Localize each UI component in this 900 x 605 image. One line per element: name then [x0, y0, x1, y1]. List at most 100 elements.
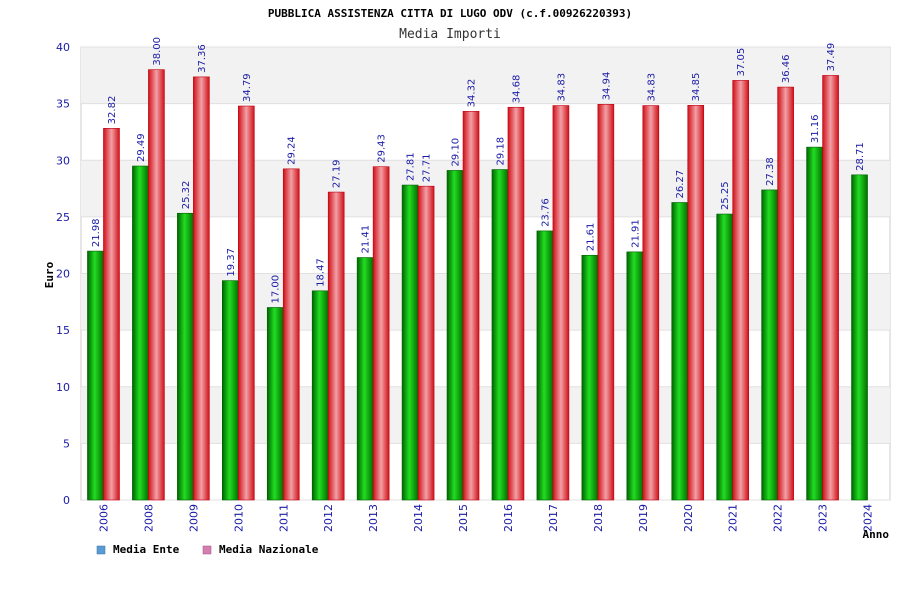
bar-media-ente: [177, 212, 194, 501]
data-label: 21.98: [91, 218, 102, 247]
y-tick-label: 40: [56, 41, 70, 54]
y-axis-label: Euro: [43, 261, 56, 288]
y-tick-label: 15: [56, 324, 70, 337]
x-axis-label: Anno: [863, 528, 890, 541]
x-tick-label: 2015: [457, 504, 470, 532]
y-tick-label: 35: [56, 98, 70, 111]
bar-media-ente: [87, 250, 104, 501]
legend-label-media-ente: Media Ente: [113, 543, 180, 556]
data-label: 37.49: [826, 43, 837, 72]
data-label: 27.81: [406, 152, 417, 181]
bar-media-ente: [761, 189, 778, 501]
data-label: 26.27: [675, 170, 686, 199]
x-tick-label: 2009: [187, 504, 200, 532]
chart-title: PUBBLICA ASSISTENZA CITTA DI LUGO ODV (c…: [268, 7, 632, 20]
data-label: 37.05: [736, 48, 747, 77]
x-tick-label: 2012: [322, 504, 335, 532]
x-tick-label: 2023: [817, 504, 830, 532]
bar-media-ente: [266, 307, 284, 501]
bar-media-nazionale: [417, 185, 435, 501]
bar-media-nazionale: [822, 75, 839, 501]
data-label: 28.71: [855, 142, 866, 171]
data-label: 27.38: [765, 157, 776, 186]
bar-media-nazionale: [238, 105, 255, 501]
bar-media-ente: [132, 165, 149, 501]
x-tick-label: 2017: [547, 504, 560, 532]
x-tick-label: 2013: [367, 504, 380, 532]
legend: Media Ente Media Nazionale: [96, 543, 319, 556]
bar-media-nazionale: [327, 191, 345, 501]
data-label: 29.10: [451, 138, 462, 167]
y-tick-label: 25: [56, 211, 70, 224]
bar-media-ente: [851, 174, 868, 501]
x-tick-label: 2011: [277, 504, 290, 532]
grid-band: [81, 273, 890, 331]
x-tick-label: 2022: [772, 504, 785, 532]
y-tick-label: 5: [63, 437, 70, 450]
bar-media-nazionale: [193, 76, 210, 501]
x-tick-label: 2008: [142, 504, 155, 532]
data-label: 34.32: [467, 79, 478, 108]
chart-subtitle: Media Importi: [399, 27, 501, 42]
bar-media-nazionale: [507, 106, 525, 501]
legend-swatch-media-nazionale: [202, 545, 212, 555]
data-label: 17.00: [271, 275, 282, 304]
bar-media-ente: [806, 146, 823, 501]
bar-media-nazionale: [103, 128, 120, 501]
legend-label-media-nazionale: Media Nazionale: [219, 543, 319, 556]
data-label: 34.83: [646, 73, 657, 102]
bar-media-ente: [222, 280, 239, 501]
data-label: 36.46: [781, 54, 792, 83]
bar-media-ente: [626, 251, 644, 501]
data-label: 21.91: [630, 219, 641, 248]
bar-media-nazionale: [642, 105, 660, 501]
data-label: 37.36: [197, 44, 208, 73]
grid-band: [81, 47, 890, 104]
grid-lines: [81, 46, 890, 501]
bar-media-ente: [536, 230, 554, 501]
y-tick-label: 0: [63, 494, 70, 507]
bar-media-nazionale: [687, 105, 705, 501]
data-label: 34.79: [242, 73, 253, 102]
data-label: 21.41: [361, 225, 372, 254]
data-label: 34.83: [556, 73, 567, 102]
data-label: 23.76: [540, 198, 551, 227]
grid-band: [81, 386, 890, 444]
data-label: 25.25: [720, 181, 731, 210]
data-label: 29.43: [377, 134, 388, 163]
bar-media-nazionale: [777, 86, 794, 501]
x-tick-label: 2018: [592, 504, 605, 532]
y-tick-label: 20: [56, 268, 70, 281]
bar-media-ente: [446, 170, 464, 501]
bar-media-nazionale: [597, 104, 615, 501]
bar-media-nazionale: [372, 166, 390, 501]
legend-swatch-media-ente: [96, 545, 106, 555]
x-tick-label: 2006: [97, 504, 110, 532]
bar-media-nazionale: [552, 105, 570, 501]
data-label: 31.16: [810, 114, 821, 143]
x-tick-label: 2010: [232, 504, 245, 532]
data-label: 29.18: [495, 137, 506, 166]
bar-media-ente: [716, 213, 733, 501]
data-label: 34.85: [691, 73, 702, 102]
data-label: 38.00: [152, 37, 163, 66]
x-axis-ticks: 2006 2008 2009 2010 2011 2012 2013 2014 2015 2016…: [97, 504, 874, 532]
y-tick-label: 10: [56, 381, 70, 394]
bar-media-nazionale: [282, 168, 300, 501]
bar-media-ente: [581, 254, 599, 501]
data-label: 27.71: [422, 154, 433, 183]
bar-media-ente: [356, 257, 374, 501]
data-label: 27.19: [332, 159, 343, 188]
x-tick-label: 2024: [862, 504, 875, 532]
data-label: 29.49: [136, 133, 147, 162]
bar-media-ente: [671, 202, 689, 501]
data-label: 21.61: [585, 223, 596, 252]
data-label: 34.68: [511, 75, 522, 104]
data-label: 19.37: [226, 248, 237, 277]
x-tick-label: 2019: [637, 504, 650, 532]
data-label: 34.94: [601, 72, 612, 101]
bar-media-nazionale: [462, 111, 480, 501]
data-label: 18.47: [316, 258, 327, 287]
y-tick-label: 30: [56, 154, 70, 167]
